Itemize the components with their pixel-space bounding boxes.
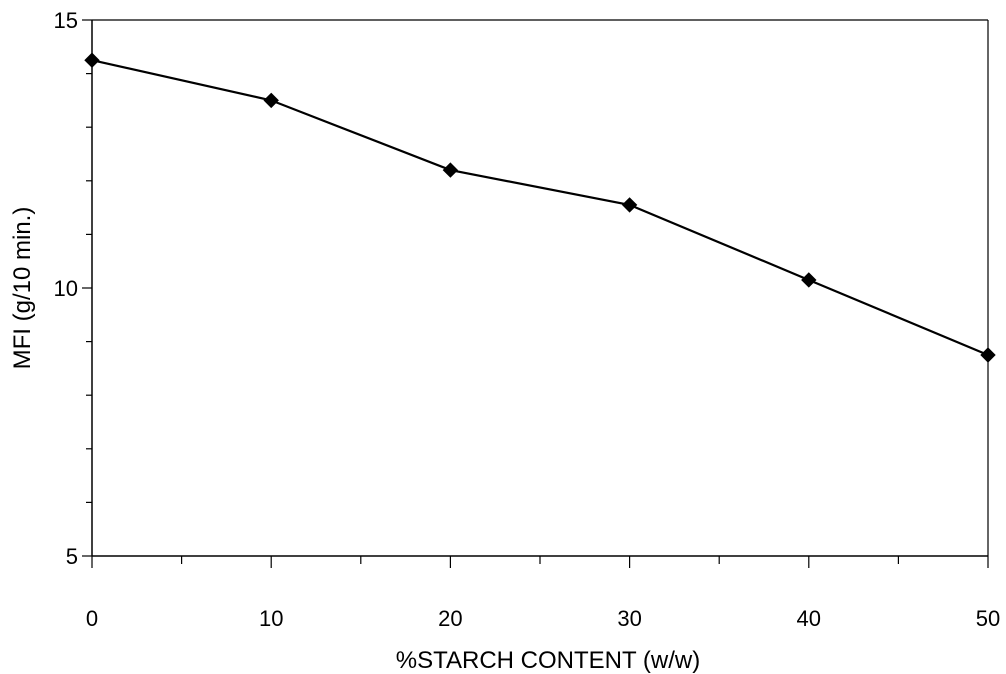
- ticks: [82, 19, 989, 568]
- y-tick-label: 15: [54, 8, 78, 33]
- data-point-marker: [442, 162, 459, 178]
- data-point-marker: [263, 92, 279, 109]
- x-tick-label: 40: [797, 606, 821, 631]
- x-tick-label: 10: [259, 606, 283, 631]
- y-tick-label: 10: [54, 276, 78, 301]
- x-tick-label: 30: [617, 606, 641, 631]
- x-tick-label: 0: [86, 606, 98, 631]
- x-axis-title: %STARCH CONTENT (w/w): [396, 647, 700, 674]
- y-tick-label: 5: [66, 544, 78, 569]
- tick-labels: 5 10 15 0 10 20 30 40 50: [54, 8, 1001, 631]
- data-point-marker: [980, 347, 996, 363]
- data-point-marker: [84, 52, 100, 68]
- y-axis-title: MFI (g/10 min.): [9, 207, 36, 370]
- data-point-marker: [801, 272, 817, 288]
- x-tick-label: 20: [438, 606, 462, 631]
- series-layer: [84, 52, 996, 363]
- data-point-marker: [621, 197, 638, 213]
- axes: [91, 19, 989, 557]
- series-line: [91, 59, 989, 357]
- x-tick-label: 50: [976, 606, 1000, 631]
